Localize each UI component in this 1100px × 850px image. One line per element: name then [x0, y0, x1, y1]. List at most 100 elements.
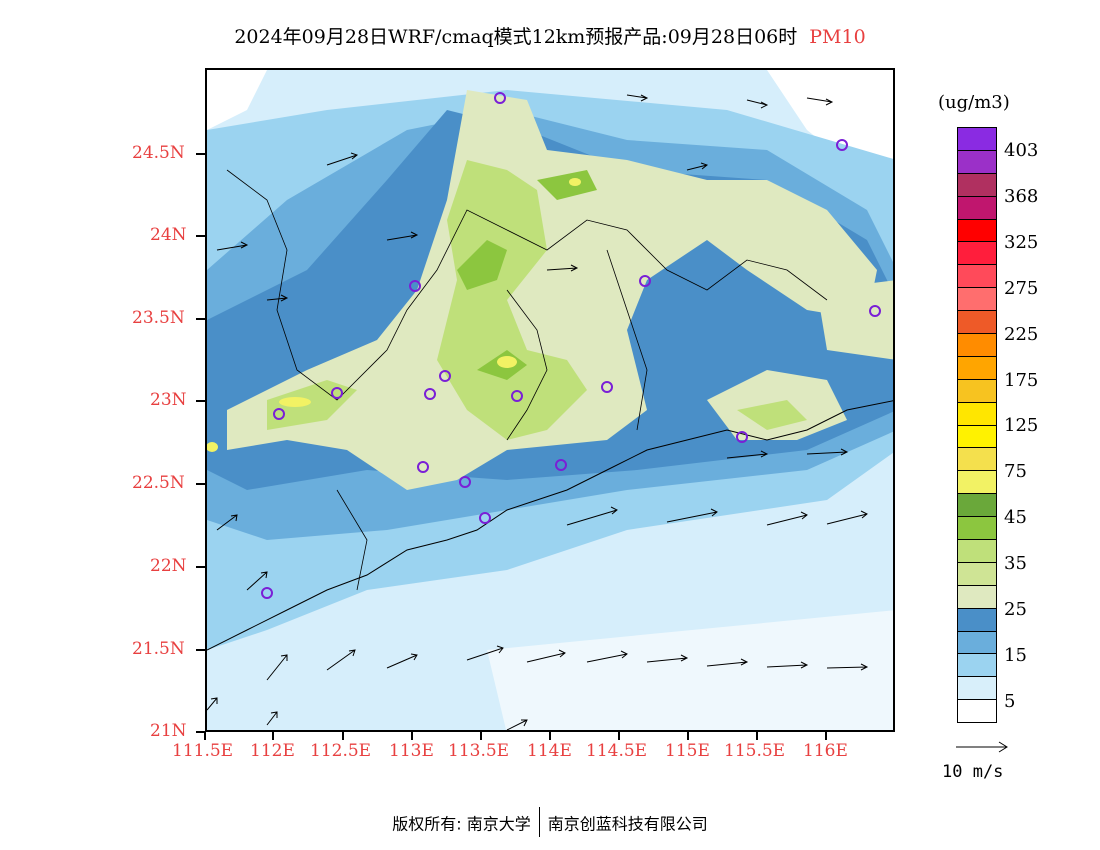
x-tick-label: 114E [527, 741, 572, 761]
low-area-nw [207, 70, 267, 130]
sea-area-se [487, 610, 893, 730]
legend-swatch [958, 150, 996, 174]
pollutant-variable: PM10 [809, 26, 866, 48]
legend-swatch [958, 425, 996, 449]
legend-label: 75 [1004, 461, 1027, 482]
y-tick-label: 21.5N [132, 639, 185, 659]
legend-swatch [958, 173, 996, 197]
legend-swatch [958, 265, 996, 289]
x-tick-mark [411, 732, 413, 740]
pm10-concentration-map [205, 68, 895, 732]
legend-swatch [958, 517, 996, 541]
x-tick-label: 111.5E [172, 741, 234, 761]
band-45-ne [537, 170, 597, 200]
legend-label: 45 [1004, 507, 1027, 528]
province-boundary [226, 169, 828, 401]
legend-swatch [958, 356, 996, 380]
legend-swatch [958, 631, 996, 655]
map-title: 2024年09月28日WRF/cmaq模式12km预报产品:09月28日06时 P… [0, 22, 1100, 49]
wind-vectors [207, 94, 869, 730]
title-text: 2024年09月28日WRF/cmaq模式12km预报产品:09月28日06时 [234, 26, 798, 48]
x-tick-mark [204, 732, 206, 740]
legend-swatch [958, 540, 996, 563]
footer-separator [538, 807, 540, 837]
hotspot-center [497, 356, 517, 368]
band-35-west [267, 380, 357, 430]
y-tick-mark [196, 235, 206, 237]
hotspot-west [279, 397, 311, 407]
legend-swatch [958, 494, 996, 518]
y-tick-label: 22N [150, 556, 187, 576]
y-tick-mark [196, 483, 206, 485]
y-tick-mark [196, 731, 206, 733]
legend-swatch [958, 677, 996, 701]
legend-swatch [958, 654, 996, 678]
x-tick-mark [549, 732, 551, 740]
legend-label: 5 [1004, 691, 1016, 712]
legend-label: 368 [1004, 186, 1039, 207]
y-tick-label: 24.5N [132, 143, 185, 163]
y-tick-mark [196, 566, 206, 568]
hotspot-north [569, 178, 581, 186]
x-tick-label: 112E [250, 741, 295, 761]
x-tick-label: 114.5E [586, 741, 648, 761]
low-area-ne [767, 70, 893, 242]
legend-swatch [958, 448, 996, 472]
x-tick-mark [618, 732, 620, 740]
legend-swatch [958, 379, 996, 403]
y-tick-label: 21N [150, 721, 187, 741]
sea-area-sw [207, 590, 506, 730]
footer-company: 南京创蓝科技有限公司 [547, 814, 708, 834]
legend-swatch [958, 196, 996, 220]
legend-swatch [958, 608, 996, 632]
x-tick-label: 113E [389, 741, 434, 761]
station-markers [261, 92, 881, 599]
y-tick-mark [196, 400, 206, 402]
legend-swatch [958, 311, 996, 335]
footer-copyright: 版权所有: 南京大学 [392, 814, 531, 834]
x-tick-mark [342, 732, 344, 740]
x-tick-mark [825, 732, 827, 740]
y-tick-label: 23.5N [132, 308, 185, 328]
x-tick-label: 115E [665, 741, 710, 761]
legend-units: (ug/m3) [938, 92, 1010, 113]
y-tick-mark [196, 318, 206, 320]
legend-label: 125 [1004, 415, 1039, 436]
legend-swatch [958, 402, 996, 426]
x-tick-mark [480, 732, 482, 740]
legend-label: 175 [1004, 370, 1039, 391]
x-tick-mark [687, 732, 689, 740]
coastline [207, 400, 893, 651]
y-tick-label: 22.5N [132, 473, 185, 493]
band-25-35 [227, 90, 877, 490]
x-tick-label: 113.5E [448, 741, 510, 761]
legend-swatch [958, 471, 996, 495]
legend-label: 15 [1004, 645, 1027, 666]
legend-label: 325 [1004, 232, 1039, 253]
color-scale-legend [957, 127, 997, 723]
city-boundary-2 [606, 249, 648, 431]
legend-label: 275 [1004, 278, 1039, 299]
legend-swatch [958, 288, 996, 312]
x-tick-mark [272, 732, 274, 740]
band-35-se [737, 400, 807, 430]
legend-swatch [958, 219, 996, 243]
legend-swatch [958, 334, 996, 357]
city-boundary-1 [506, 289, 548, 441]
wind-reference-arrow [956, 741, 1008, 753]
legend-label: 225 [1004, 324, 1039, 345]
legend-swatch [958, 700, 996, 723]
hotspot-edge [207, 442, 218, 452]
band-35-45 [437, 160, 587, 440]
legend-label: 35 [1004, 553, 1027, 574]
band-25-35-far-east [817, 280, 893, 360]
y-tick-label: 23N [150, 390, 187, 410]
x-tick-mark [756, 732, 758, 740]
y-tick-label: 24N [150, 225, 187, 245]
legend-swatch [958, 242, 996, 266]
x-tick-label: 112.5E [310, 741, 372, 761]
city-boundary-3 [336, 489, 368, 591]
legend-swatch [958, 128, 996, 151]
x-tick-label: 116E [803, 741, 848, 761]
y-tick-mark [196, 649, 206, 651]
